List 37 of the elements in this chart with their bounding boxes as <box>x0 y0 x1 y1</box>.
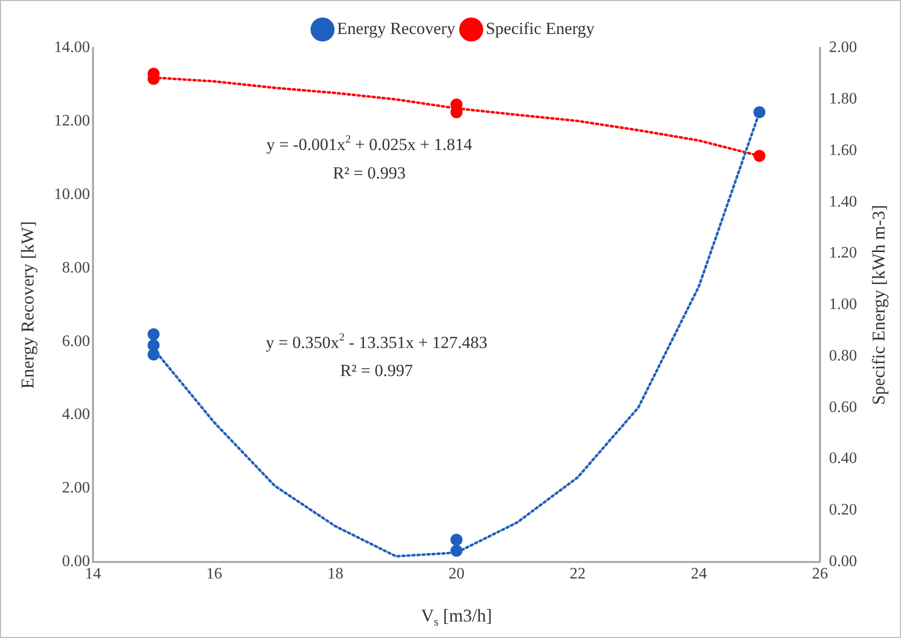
y-tick-label: 8.00 <box>62 259 90 276</box>
point <box>148 328 160 340</box>
y-tick-label: 12.00 <box>54 112 90 130</box>
point <box>753 106 766 118</box>
y2-tick-label: 1.00 <box>829 296 857 314</box>
annotation: R² = 0.993 <box>332 163 406 182</box>
y-tick-label: 4.00 <box>62 406 90 424</box>
x-tick-label: 20 <box>448 566 464 583</box>
y-tick-label: 14.00 <box>54 39 90 56</box>
y2-tick-label: 1.20 <box>829 244 857 262</box>
y-tick-label: 2.00 <box>62 480 90 497</box>
annotation: R² = 0.997 <box>340 361 414 380</box>
y2-axis-title: Specific Energy [kWh m-3] <box>868 204 889 405</box>
point <box>450 544 462 557</box>
y-axis-title: Energy Recovery [kW] <box>18 221 38 389</box>
y2-tick-label: 1.80 <box>829 90 857 108</box>
legend-label: Specific Energy <box>486 18 595 38</box>
y2-tick-label: 0.60 <box>829 398 857 416</box>
x-tick-label: 18 <box>327 566 344 583</box>
y2-tick-label: 0.20 <box>829 502 857 519</box>
y2-tick-label: 1.40 <box>829 193 857 210</box>
y-tick-label: 6.00 <box>62 332 90 350</box>
x-tick-label: 24 <box>690 566 707 583</box>
point <box>148 348 160 360</box>
y-tick-label: 10.00 <box>54 186 90 204</box>
legend-label: Energy Recovery <box>337 18 456 38</box>
y2-tick-label: 0.80 <box>829 347 857 364</box>
y2-tick-label: 1.60 <box>829 142 857 159</box>
x-tick-label: 22 <box>570 566 586 583</box>
y2-tick-label: 2.00 <box>829 39 857 56</box>
y2-tick-label: 0.40 <box>829 450 857 468</box>
x-tick-label: 14 <box>85 566 101 583</box>
y2-tick-label: 0.00 <box>829 553 857 570</box>
x-tick-label: 16 <box>206 566 222 583</box>
x-tick-label: 26 <box>812 566 828 583</box>
point <box>450 534 462 546</box>
point <box>753 150 766 162</box>
